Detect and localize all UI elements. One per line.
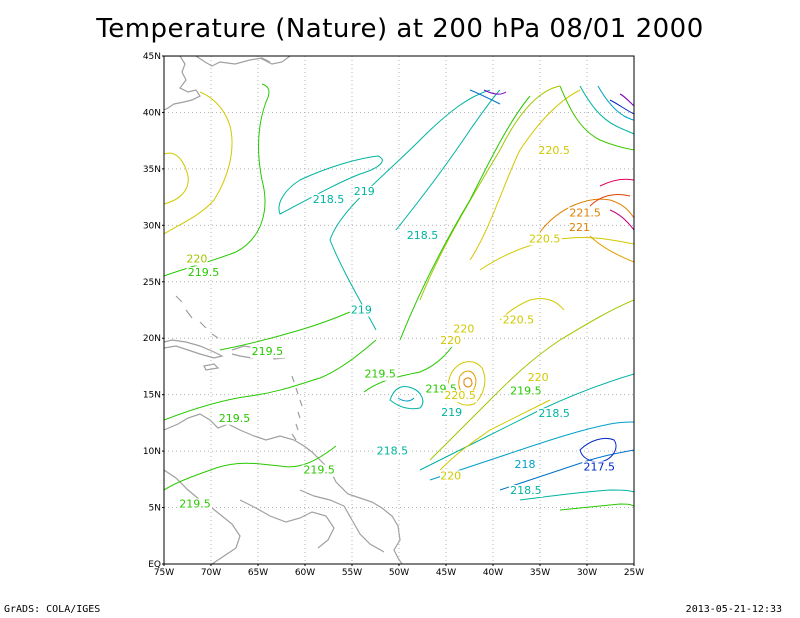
contour-label-bg: [217, 412, 252, 425]
contour-label-bg: [508, 485, 543, 498]
lat-tick-label: 40N: [143, 108, 161, 118]
contour-label: 220.5: [538, 144, 570, 157]
lat-tick-label: 15N: [143, 391, 161, 401]
contour-label: 217.5: [583, 460, 615, 473]
lat-tick-label: 10N: [143, 447, 161, 457]
lat-lon-grid: [164, 56, 634, 564]
contour-label-bg: [440, 334, 462, 347]
contour-label: 218.5: [313, 193, 345, 206]
contour-label-bg: [527, 372, 549, 385]
lon-tick-label: 55W: [342, 568, 362, 578]
contour-label-bg: [537, 145, 572, 158]
contour-label-bg: [178, 498, 213, 511]
contour-label-bg: [375, 445, 410, 458]
contour-label: 218.5: [377, 444, 409, 457]
contour-label-bg: [350, 304, 372, 317]
contour-label: 220: [528, 371, 549, 384]
contour-label: 220.5: [529, 232, 561, 245]
lon-tick-label: 30W: [577, 568, 597, 578]
contour-label-bg: [537, 408, 572, 421]
lon-tick-label: 40W: [483, 568, 503, 578]
contour-label-bg: [514, 459, 536, 472]
contour-label-bg: [186, 253, 208, 266]
contour-label-bg: [441, 407, 463, 420]
contour-labels: 218.5219220.5221.5221220.5218.5220219.52…: [178, 144, 617, 511]
lat-tick-label: 35N: [143, 165, 161, 175]
lat-tick-label: 5N: [149, 504, 161, 514]
footer-credit: GrADS: COLA/IGES: [4, 604, 101, 615]
lon-tick-label: 25W: [624, 568, 644, 578]
lon-tick-label: 45W: [436, 568, 456, 578]
contour-label: 219.5: [252, 345, 284, 358]
contour-label-bg: [186, 267, 221, 280]
contour-label-bg: [302, 464, 337, 477]
contour-label-bg: [311, 193, 346, 206]
lon-tick-label: 50W: [389, 568, 409, 578]
lon-tick-label: 65W: [248, 568, 268, 578]
lat-tick-label: EQ: [148, 560, 161, 570]
lon-tick-label: 70W: [201, 568, 221, 578]
contour-label: 221.5: [569, 206, 601, 219]
contour-label-bg: [508, 385, 543, 398]
contour-label: 218: [514, 458, 535, 471]
contour-label-bg: [443, 390, 478, 403]
contour-label: 218.5: [407, 229, 439, 242]
lon-tick-label: 60W: [295, 568, 315, 578]
contour-label: 220.5: [503, 314, 535, 327]
lon-tick-label: 35W: [530, 568, 550, 578]
contour-label: 219.5: [364, 368, 396, 381]
contour-label: 220: [186, 253, 207, 266]
contour-label-bg: [250, 346, 285, 359]
lat-tick-label: 20N: [143, 334, 161, 344]
contour-label: 220: [453, 323, 474, 336]
contour-label-bg: [363, 368, 398, 381]
contour-label-bg: [440, 470, 462, 483]
contour-label: 220: [440, 469, 461, 482]
contour-label: 219.5: [188, 266, 220, 279]
contour-label: 219.5: [303, 464, 335, 477]
footer-timestamp: 2013-05-21-12:33: [685, 604, 782, 615]
temperature-contours: [164, 83, 634, 511]
contour-label-bg: [568, 207, 603, 220]
contour-label: 221: [569, 221, 590, 234]
contour-label-bg: [582, 461, 617, 474]
lon-tick-label: 75W: [154, 568, 174, 578]
contour-label-bg: [527, 233, 562, 246]
contour-label-bg: [501, 314, 536, 327]
lat-tick-label: 30N: [143, 221, 161, 231]
land-outlines: [164, 56, 403, 564]
lat-tick-label: 25N: [143, 278, 161, 288]
contour-label-bg: [405, 229, 440, 242]
contour-label: 218.5: [538, 407, 570, 420]
contour-label: 219.5: [219, 412, 251, 425]
contour-label-bg: [353, 185, 375, 198]
contour-label-bg: [453, 323, 475, 336]
contour-label: 219: [441, 406, 462, 419]
lat-tick-label: 45N: [143, 52, 161, 62]
contour-label: 218.5: [510, 484, 542, 497]
contour-label-bg: [568, 221, 591, 234]
contour-label: 219.5: [510, 385, 542, 398]
contour-label: 219: [354, 185, 375, 198]
contour-label: 219.5: [179, 498, 211, 511]
contour-label: 220: [440, 334, 461, 347]
contour-label: 220.5: [444, 389, 476, 402]
chart-title: Temperature (Nature) at 200 hPa 08/01 20…: [96, 14, 704, 44]
contour-label: 219: [351, 303, 372, 316]
